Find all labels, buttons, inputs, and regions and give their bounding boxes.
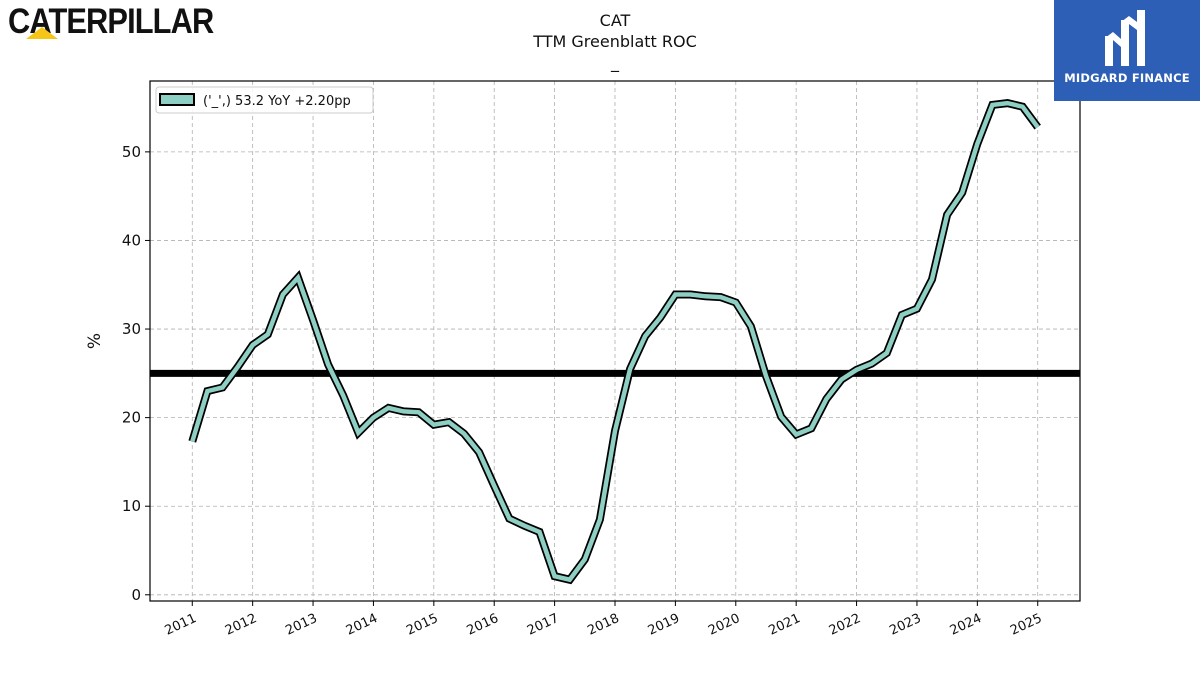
x-tick-label: 2015 <box>404 611 440 639</box>
y-tick-label: 50 <box>122 143 141 161</box>
x-tick-label: 2023 <box>887 611 923 639</box>
x-tick-label: 2019 <box>646 611 682 639</box>
y-tick-label: 10 <box>122 497 141 515</box>
y-tick-label: 0 <box>131 586 141 604</box>
y-tick-label: 20 <box>122 409 141 427</box>
x-tick-label: 2018 <box>585 611 621 639</box>
legend-swatch <box>159 93 195 106</box>
y-axis: 0 10 20 30 40 50 <box>122 143 150 604</box>
x-tick-label: 2011 <box>163 611 199 639</box>
caterpillar-logo: CATERPILLAR <box>8 4 241 40</box>
chart-mark: _ <box>611 53 619 72</box>
legend-box <box>155 86 374 114</box>
y-tick-label: 40 <box>122 231 141 249</box>
legend: ('_',) 53.2 YoY +2.20pp <box>155 86 374 114</box>
y-axis-label: % <box>85 333 105 349</box>
chart-title: CAT TTM Greenblatt ROC _ <box>465 10 765 73</box>
x-tick-label: 2024 <box>948 611 984 639</box>
caterpillar-triangle-icon <box>26 27 58 39</box>
watermark-name: MIDGARD FINANCE <box>1064 71 1190 85</box>
series-line <box>190 100 1040 583</box>
grid <box>150 81 1080 601</box>
x-tick-label: 2022 <box>827 611 863 639</box>
x-tick-label: 2020 <box>706 611 742 639</box>
x-tick-label: 2025 <box>1008 611 1044 639</box>
x-axis: 2011 2012 2013 2014 2015 2016 2017 2018 2019 2020… <box>163 601 1044 639</box>
midgard-finance-watermark: MIDGARD FINANCE <box>1054 0 1200 101</box>
midgard-logo-icon <box>1105 10 1145 66</box>
x-tick-label: 2013 <box>283 611 319 639</box>
chart-ticker: CAT <box>599 11 631 30</box>
x-tick-label: 2017 <box>525 611 561 639</box>
x-tick-label: 2021 <box>767 611 803 639</box>
x-tick-label: 2014 <box>344 611 380 639</box>
chart-subtitle: TTM Greenblatt ROC <box>533 32 697 51</box>
legend-label: ('_',) 53.2 YoY +2.20pp <box>203 94 351 109</box>
x-tick-label: 2016 <box>465 611 501 639</box>
y-tick-label: 30 <box>122 320 141 338</box>
x-tick-label: 2012 <box>223 611 259 639</box>
